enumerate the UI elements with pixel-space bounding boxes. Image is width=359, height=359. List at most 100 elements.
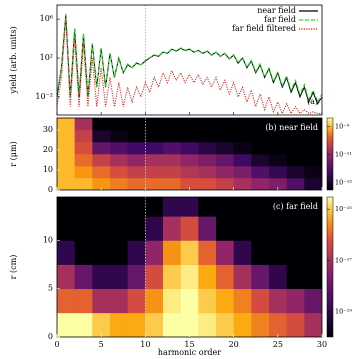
x-tick-label: 30	[317, 340, 327, 349]
x-axis-label: harmonic order	[158, 348, 221, 357]
y-tick-label: 0	[48, 185, 53, 194]
heat-cell	[286, 312, 305, 337]
heat-cell	[145, 216, 164, 241]
heat-cell	[251, 154, 270, 167]
heat-cell	[269, 240, 287, 265]
heat-cell	[251, 288, 270, 314]
heat-cell	[304, 216, 322, 241]
heat-cell	[216, 118, 234, 131]
heat-cell	[57, 178, 75, 190]
heat-cell	[269, 166, 287, 179]
heat-cell	[269, 216, 287, 241]
heat-cell	[127, 288, 146, 314]
heat-cell	[110, 216, 128, 241]
heat-cell	[269, 178, 287, 190]
heat-cell	[145, 264, 164, 290]
heat-cell	[74, 154, 93, 167]
heat-cell	[233, 178, 252, 190]
heat-cell	[286, 264, 305, 290]
heat-cell	[180, 240, 199, 265]
heat-cell	[74, 312, 93, 337]
heat-cell	[251, 166, 270, 179]
heat-cell	[127, 142, 146, 155]
heat-cell	[216, 264, 234, 290]
heat-cell	[110, 312, 128, 337]
y-axis-label: r (μm)	[9, 141, 18, 166]
heat-cell	[92, 118, 111, 131]
colorbar-label: 10⁻¹⁷	[335, 256, 352, 264]
heat-cell	[110, 178, 128, 190]
heat-cell	[269, 130, 287, 143]
heat-cell	[180, 118, 199, 131]
heat-cell	[163, 312, 181, 337]
heat-cell	[216, 288, 234, 314]
y-tick-label: 10⁶	[40, 14, 53, 23]
heat-cell	[92, 288, 111, 314]
heat-cell	[304, 178, 322, 190]
plot-area	[57, 197, 322, 337]
heat-cell	[198, 240, 217, 265]
heat-cell	[110, 240, 128, 265]
heat-cell	[57, 130, 75, 143]
heat-cell	[180, 288, 199, 314]
heat-cell	[251, 197, 270, 217]
heat-cell	[145, 130, 164, 143]
heat-cell	[145, 154, 164, 167]
x-tick-label: 15	[184, 340, 194, 349]
heat-cell	[216, 154, 234, 167]
legend-label: far field filtered	[232, 24, 296, 33]
heat-cell	[163, 178, 181, 190]
y-tick-label: 10	[43, 165, 53, 174]
heat-cell	[233, 142, 252, 155]
colorbar-label: 10⁻¹⁵	[335, 205, 352, 213]
heat-cell	[233, 197, 252, 217]
heat-cell	[74, 197, 93, 217]
heat-cell	[216, 216, 234, 241]
colorbar-label: 10⁻¹³	[335, 179, 352, 187]
heat-cell	[233, 130, 252, 143]
heat-cell	[286, 240, 305, 265]
y-axis-label: yield (arb. units)	[9, 26, 18, 94]
heat-cell	[92, 264, 111, 290]
heat-cell	[304, 154, 322, 167]
heat-cell	[304, 240, 322, 265]
series-line	[57, 19, 322, 115]
heat-cell	[110, 264, 128, 290]
heat-cell	[163, 197, 181, 217]
heat-cell	[251, 130, 270, 143]
heat-cell	[74, 288, 93, 314]
heat-cell	[180, 142, 199, 155]
heat-cell	[145, 166, 164, 179]
y-tick-label: 0	[48, 332, 53, 341]
heat-cell	[74, 264, 93, 290]
heat-cell	[269, 312, 287, 337]
heat-cell	[127, 216, 146, 241]
x-tick-label: 10	[140, 340, 150, 349]
heat-cell	[180, 178, 199, 190]
heat-cell	[127, 264, 146, 290]
heat-cell	[216, 240, 234, 265]
heat-cell	[251, 312, 270, 337]
heat-cell	[127, 178, 146, 190]
heat-cell	[269, 142, 287, 155]
heat-cell	[233, 118, 252, 131]
colorbar-label: 10⁻¹⁹	[335, 307, 352, 315]
heat-cell	[286, 118, 305, 131]
heat-cell	[180, 197, 199, 217]
colorbar	[326, 117, 334, 191]
series-line	[57, 14, 322, 104]
heat-cell	[163, 288, 181, 314]
heat-cell	[110, 154, 128, 167]
heat-cell	[286, 197, 305, 217]
heat-cell	[57, 216, 75, 241]
heat-cell	[180, 130, 199, 143]
heat-cell	[127, 154, 146, 167]
heat-cell	[216, 197, 234, 217]
heat-cell	[74, 118, 93, 131]
heat-cell	[233, 240, 252, 265]
heat-cell	[110, 142, 128, 155]
heat-cell	[198, 197, 217, 217]
heat-cell	[286, 130, 305, 143]
heat-cell	[198, 154, 217, 167]
